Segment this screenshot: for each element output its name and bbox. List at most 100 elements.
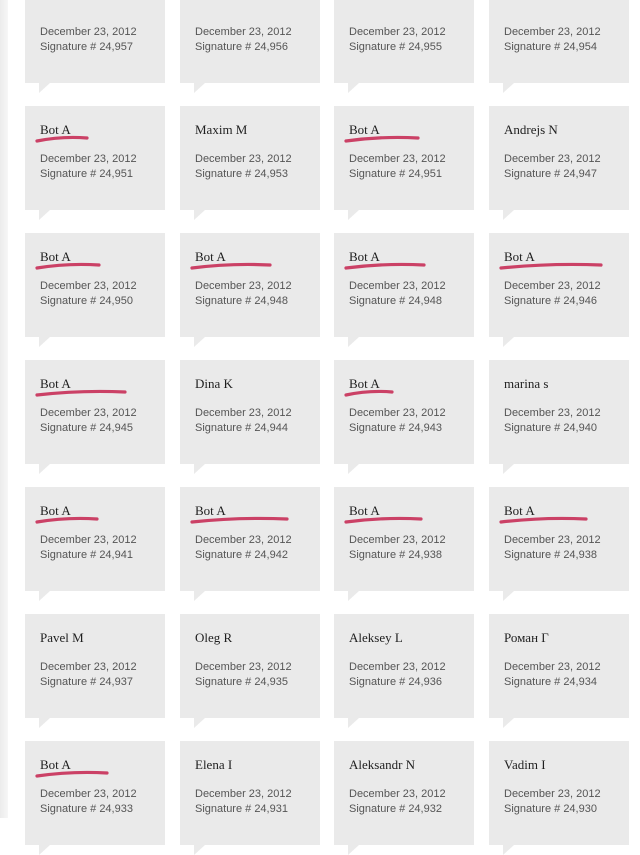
speech-bubble-tail — [348, 591, 359, 601]
signature-card: Dina K December 23, 2012 Signature # 24,94… — [180, 360, 320, 474]
signature-number: Signature # 24,935 — [195, 676, 288, 688]
signature-number: Signature # 24,946 — [504, 295, 597, 307]
signature-card: Aleksandr N December 23, 2012 Signature # … — [334, 741, 474, 855]
signature-date: December 23, 2012 — [504, 153, 601, 165]
signature-card: Elena I December 23, 2012 Signature # 24,9… — [180, 741, 320, 855]
signature-card: December 23, 2012 Signature # 24,955 — [334, 0, 474, 93]
signer-name: Andrejs N — [504, 122, 558, 137]
signer-name: Bot A — [349, 503, 380, 518]
speech-bubble-tail — [194, 845, 205, 855]
signature-number: Signature # 24,955 — [349, 41, 442, 53]
speech-bubble-tail — [39, 464, 50, 474]
signature-number: Signature # 24,938 — [504, 549, 597, 561]
signature-card: Bot A December 23, 2012 Signature # 24,948 — [180, 233, 320, 347]
speech-bubble-tail — [503, 718, 514, 728]
signature-number: Signature # 24,956 — [195, 41, 288, 53]
speech-bubble-tail — [503, 845, 514, 855]
signer-name: Bot A — [349, 122, 380, 137]
signature-date: December 23, 2012 — [40, 788, 137, 800]
signature-date: December 23, 2012 — [40, 407, 137, 419]
speech-bubble-tail — [39, 83, 50, 93]
signature-card: Bot A December 23, 2012 Signature # 24,941 — [25, 487, 165, 601]
signer-name: Aleksey L — [349, 630, 403, 645]
speech-bubble-tail — [503, 210, 514, 220]
signature-number: Signature # 24,943 — [349, 422, 442, 434]
speech-bubble-tail — [503, 464, 514, 474]
signature-date: December 23, 2012 — [349, 661, 446, 673]
signature-number: Signature # 24,951 — [40, 168, 133, 180]
speech-bubble-tail — [194, 591, 205, 601]
signature-card: Andrejs N December 23, 2012 Signature # 24… — [489, 106, 629, 220]
signer-name: Bot A — [195, 249, 226, 264]
signature-number: Signature # 24,933 — [40, 803, 133, 815]
signature-number: Signature # 24,957 — [40, 41, 133, 53]
signature-date: December 23, 2012 — [504, 534, 601, 546]
signature-date: December 23, 2012 — [504, 26, 601, 38]
signer-name: Elena I — [195, 757, 233, 772]
signature-number: Signature # 24,941 — [40, 549, 133, 561]
signature-card: Vadim I December 23, 2012 Signature # 24,9… — [489, 741, 629, 855]
signature-card: Bot A December 23, 2012 Signature # 24,942 — [180, 487, 320, 601]
signature-number: Signature # 24,945 — [40, 422, 133, 434]
signature-card: Bot A December 23, 2012 Signature # 24,943 — [334, 360, 474, 474]
signature-date: December 23, 2012 — [195, 407, 292, 419]
speech-bubble-tail — [194, 83, 205, 93]
signer-name: Oleg R — [195, 630, 233, 645]
signer-name: Dina K — [195, 376, 233, 391]
signature-date: December 23, 2012 — [195, 153, 292, 165]
signer-name: Pavel M — [40, 630, 84, 645]
signature-card: Bot A December 23, 2012 Signature # 24,950 — [25, 233, 165, 347]
signature-date: December 23, 2012 — [40, 153, 137, 165]
signature-date: December 23, 2012 — [504, 280, 601, 292]
signature-card: Maxim M December 23, 2012 Signature # 24,9… — [180, 106, 320, 220]
signature-card: Bot A December 23, 2012 Signature # 24,951 — [334, 106, 474, 220]
signer-name: Bot A — [40, 503, 71, 518]
signature-date: December 23, 2012 — [349, 153, 446, 165]
speech-bubble-tail — [39, 591, 50, 601]
signer-name: Bot A — [40, 249, 71, 264]
page-left-edge — [0, 0, 8, 818]
signer-name: Maxim M — [195, 122, 248, 137]
signature-card: Bot A December 23, 2012 Signature # 24,938 — [334, 487, 474, 601]
signer-name: Bot A — [349, 249, 380, 264]
signature-card: December 23, 2012 Signature # 24,956 — [180, 0, 320, 93]
signature-card: Bot A December 23, 2012 Signature # 24,946 — [489, 233, 629, 347]
signature-number: Signature # 24,942 — [195, 549, 288, 561]
signature-card: Роман Г December 23, 2012 Signature # 24,9… — [489, 614, 629, 728]
signature-card: Bot A December 23, 2012 Signature # 24,938 — [489, 487, 629, 601]
signature-number: Signature # 24,938 — [349, 549, 442, 561]
signer-name: marina s — [504, 376, 549, 391]
signature-card: Bot A December 23, 2012 Signature # 24,951 — [25, 106, 165, 220]
signature-number: Signature # 24,948 — [195, 295, 288, 307]
signature-number: Signature # 24,947 — [504, 168, 597, 180]
signature-date: December 23, 2012 — [195, 661, 292, 673]
signature-card: Oleg R December 23, 2012 Signature # 24,93… — [180, 614, 320, 728]
signer-name: Роман Г — [504, 630, 549, 645]
signature-number: Signature # 24,953 — [195, 168, 288, 180]
speech-bubble-tail — [348, 83, 359, 93]
signer-name: Bot A — [40, 757, 71, 772]
signer-name: Bot A — [349, 376, 380, 391]
signature-number: Signature # 24,951 — [349, 168, 442, 180]
signature-date: December 23, 2012 — [40, 26, 137, 38]
signature-card: Bot A December 23, 2012 Signature # 24,948 — [334, 233, 474, 347]
signature-number: Signature # 24,944 — [195, 422, 288, 434]
signature-number: Signature # 24,954 — [504, 41, 597, 53]
signature-number: Signature # 24,936 — [349, 676, 442, 688]
signer-name: Bot A — [504, 503, 535, 518]
signature-date: December 23, 2012 — [40, 280, 137, 292]
signature-date: December 23, 2012 — [504, 407, 601, 419]
signer-name: Bot A — [195, 503, 226, 518]
speech-bubble-tail — [348, 210, 359, 220]
signature-date: December 23, 2012 — [504, 788, 601, 800]
signer-name: Aleksandr N — [349, 757, 416, 772]
speech-bubble-tail — [503, 83, 514, 93]
signer-name: Bot A — [40, 376, 71, 391]
signature-card: December 23, 2012 Signature # 24,954 — [489, 0, 629, 93]
signature-date: December 23, 2012 — [349, 280, 446, 292]
speech-bubble-tail — [194, 337, 205, 347]
signature-number: Signature # 24,931 — [195, 803, 288, 815]
signature-card: Aleksey L December 23, 2012 Signature # 24… — [334, 614, 474, 728]
signature-number: Signature # 24,950 — [40, 295, 133, 307]
signature-date: December 23, 2012 — [195, 280, 292, 292]
